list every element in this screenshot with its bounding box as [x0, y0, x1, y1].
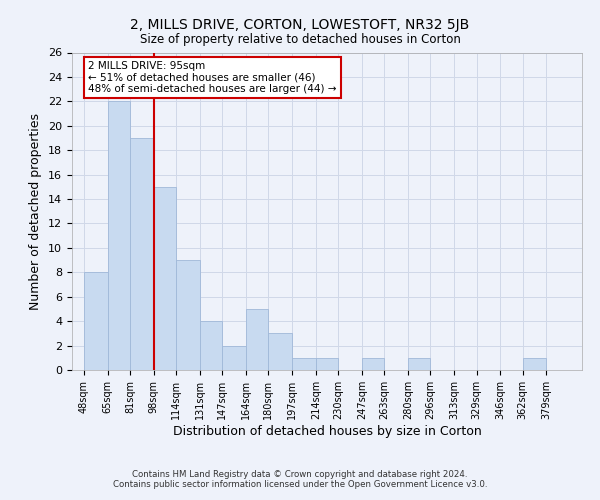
Text: 2, MILLS DRIVE, CORTON, LOWESTOFT, NR32 5JB: 2, MILLS DRIVE, CORTON, LOWESTOFT, NR32 … [130, 18, 470, 32]
Bar [176, 260, 200, 370]
Bar [408, 358, 430, 370]
Y-axis label: Number of detached properties: Number of detached properties [29, 113, 43, 310]
X-axis label: Distribution of detached houses by size in Corton: Distribution of detached houses by size … [173, 424, 481, 438]
Bar [292, 358, 316, 370]
Text: 2 MILLS DRIVE: 95sqm
← 51% of detached houses are smaller (46)
48% of semi-detac: 2 MILLS DRIVE: 95sqm ← 51% of detached h… [88, 61, 337, 94]
Bar [362, 358, 384, 370]
Text: Contains HM Land Registry data © Crown copyright and database right 2024.
Contai: Contains HM Land Registry data © Crown c… [113, 470, 487, 489]
Bar [268, 334, 292, 370]
Bar [222, 346, 246, 370]
Bar [316, 358, 338, 370]
Bar [107, 102, 130, 370]
Text: Size of property relative to detached houses in Corton: Size of property relative to detached ho… [140, 32, 460, 46]
Bar [130, 138, 154, 370]
Bar [154, 187, 176, 370]
Bar [523, 358, 547, 370]
Bar [84, 272, 107, 370]
Bar [246, 309, 268, 370]
Bar [200, 321, 222, 370]
